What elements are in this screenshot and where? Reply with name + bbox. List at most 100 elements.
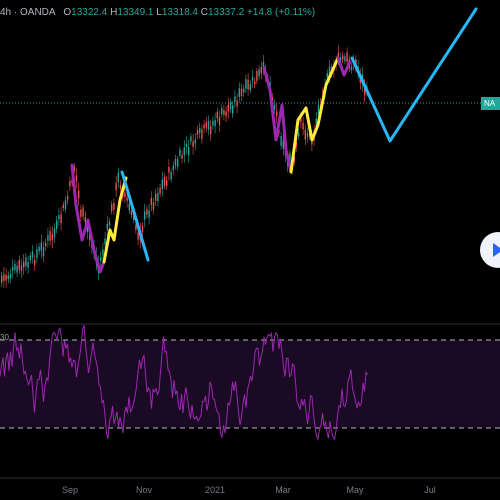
candle-body: [146, 209, 148, 215]
candle-body: [238, 88, 240, 97]
wave-segment: [262, 66, 293, 174]
candle-body: [179, 149, 181, 156]
close-value: 13337.2: [208, 7, 245, 18]
candle-body: [223, 109, 225, 115]
candle-body: [161, 179, 163, 189]
candle-body: [346, 52, 348, 63]
candle-body: [155, 193, 157, 201]
candle-body: [58, 215, 60, 220]
candle-body: [108, 221, 111, 226]
candle-body: [23, 261, 25, 268]
candle-body: [234, 96, 236, 102]
candle-body: [49, 231, 51, 241]
candle-body: [82, 207, 84, 217]
candle-body: [260, 67, 262, 74]
wave-segment: [120, 170, 150, 262]
candle-body: [100, 257, 102, 261]
candle-body: [1, 275, 3, 283]
candle-body: [256, 71, 258, 82]
candle-body: [14, 263, 16, 270]
close-label: C: [200, 7, 208, 18]
candle-body: [243, 88, 245, 93]
candle-body: [236, 100, 238, 107]
candle-body: [280, 135, 282, 146]
candle-body: [304, 129, 306, 140]
candle-body: [16, 265, 18, 273]
candle-body: [47, 235, 49, 241]
candle-body: [115, 182, 117, 191]
high-value: 13349.1: [117, 7, 154, 18]
candle-body: [38, 246, 40, 252]
x-tick-label: Mar: [275, 485, 291, 495]
candle-body: [9, 274, 12, 279]
ohlc-legend: 4h · OANDA O13322.4 H13349.1 L13318.4 C1…: [0, 7, 315, 18]
candle-body: [273, 104, 276, 110]
candle-body: [199, 128, 201, 134]
candle-body: [163, 176, 166, 186]
change-value: +14.8 (+0.11%): [246, 7, 316, 18]
candle-body: [232, 105, 234, 114]
candle-body: [27, 261, 29, 268]
candle-body: [7, 275, 9, 280]
candle-body: [225, 111, 227, 117]
candle-body: [71, 179, 73, 184]
candle-body: [177, 159, 179, 167]
candle-body: [159, 187, 161, 194]
candle-body: [150, 197, 152, 205]
last-price-tag: NA: [481, 97, 500, 110]
candle-body: [60, 214, 62, 224]
x-tick-label: Sep: [62, 485, 78, 495]
candle-body: [31, 251, 34, 258]
candle-body: [350, 66, 353, 71]
candle-body: [300, 118, 302, 123]
candle-body: [181, 154, 183, 159]
wave-segment: [289, 56, 340, 174]
candle-body: [315, 118, 317, 128]
candle-body: [86, 226, 89, 232]
candle-body: [42, 247, 45, 257]
candle-body: [117, 172, 119, 183]
high-label: H: [110, 7, 118, 18]
candle-body: [25, 257, 27, 267]
rsi-band: [0, 340, 500, 428]
candle-body: [364, 85, 366, 96]
candle-body: [172, 166, 174, 171]
candle-body: [34, 260, 36, 266]
candle-body: [111, 204, 113, 211]
candle-body: [148, 210, 150, 218]
candle-body: [247, 79, 249, 90]
wave-segment: [336, 56, 352, 77]
candle-body: [75, 175, 78, 182]
rsi-line: [0, 324, 368, 441]
candle-body: [196, 130, 199, 135]
candle-body: [317, 105, 320, 115]
candle-body: [214, 120, 216, 127]
candle-body: [104, 238, 106, 245]
candle-body: [20, 265, 23, 271]
open-label: O: [63, 7, 72, 18]
candle-body: [62, 204, 64, 209]
candle-body: [157, 192, 159, 202]
candle-body: [245, 78, 247, 89]
candle-body: [51, 234, 53, 241]
play-button[interactable]: [480, 232, 500, 268]
candle-body: [216, 111, 218, 119]
wave-projection-line: [350, 7, 478, 143]
candle-body: [188, 147, 190, 156]
candle-body: [174, 158, 177, 166]
x-tick-label: May: [346, 485, 364, 495]
candle-body: [337, 52, 339, 59]
candle-body: [56, 220, 58, 229]
candle-body: [5, 274, 7, 281]
low-value: 13318.4: [161, 7, 198, 18]
candle-body: [84, 217, 86, 223]
candle-body: [201, 129, 203, 139]
candle-body: [229, 101, 232, 110]
candle-body: [119, 184, 122, 190]
candle-body: [89, 233, 91, 240]
candle-body: [249, 84, 251, 90]
candle-body: [166, 180, 168, 186]
candle-body: [130, 210, 133, 216]
candle-body: [251, 77, 254, 81]
